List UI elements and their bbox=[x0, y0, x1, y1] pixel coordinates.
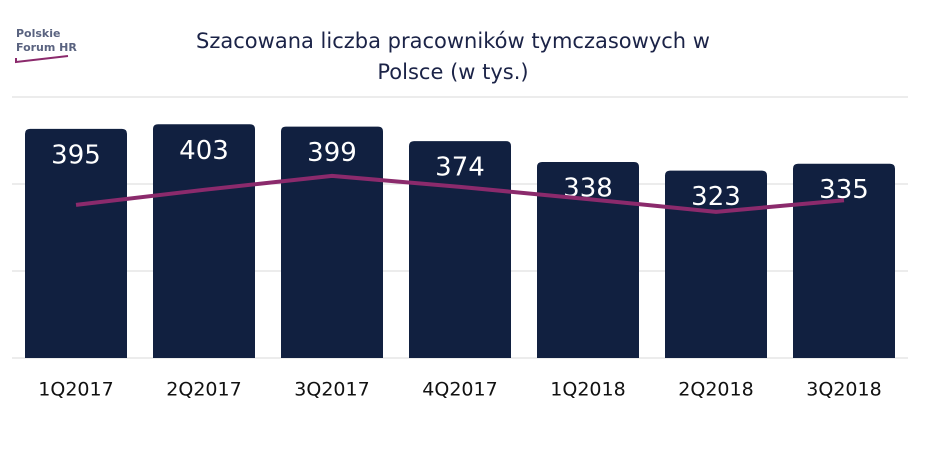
value-label: 323 bbox=[691, 182, 741, 212]
x-tick-label: 2Q2018 bbox=[678, 379, 753, 401]
chart-title: Szacowana liczba pracowników tymczasowyc… bbox=[196, 29, 710, 53]
logo-text: Forum HR bbox=[16, 41, 77, 54]
chart-title: Polsce (w tys.) bbox=[377, 60, 528, 84]
bar bbox=[25, 128, 127, 358]
value-label: 374 bbox=[435, 153, 485, 183]
x-tick-label: 1Q2017 bbox=[38, 379, 113, 401]
value-label: 399 bbox=[307, 138, 357, 168]
x-tick-label: 3Q2018 bbox=[806, 379, 881, 401]
x-tick-label: 2Q2017 bbox=[166, 379, 241, 401]
x-tick-label: 4Q2017 bbox=[422, 379, 497, 401]
bar bbox=[153, 124, 255, 358]
value-label: 403 bbox=[179, 136, 229, 166]
bar bbox=[281, 126, 383, 358]
bar bbox=[537, 161, 639, 358]
x-tick-label: 3Q2017 bbox=[294, 379, 369, 401]
logo-mark bbox=[15, 55, 69, 64]
logo-text: Polskie bbox=[16, 27, 60, 40]
line bbox=[75, 173, 845, 214]
bar bbox=[793, 163, 895, 358]
x-tick-label: 1Q2018 bbox=[550, 379, 625, 401]
value-label: 395 bbox=[51, 140, 101, 170]
bar bbox=[409, 141, 511, 358]
bar bbox=[665, 170, 767, 358]
